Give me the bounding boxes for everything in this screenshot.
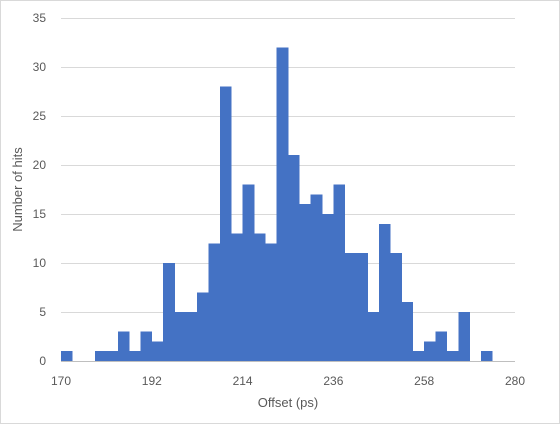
histogram-bar	[344, 253, 357, 361]
histogram-bar	[480, 351, 493, 361]
histogram-bar	[185, 312, 198, 361]
x-tick-label: 214	[233, 374, 253, 388]
histogram-bar	[458, 312, 470, 361]
x-tick-labels: 170 192 214 236 258 280	[51, 374, 525, 388]
y-tick-label: 25	[33, 109, 47, 123]
bars	[61, 47, 493, 362]
histogram-bar	[163, 263, 175, 361]
y-tick-label: 0	[39, 354, 46, 368]
histogram-bar	[117, 331, 130, 361]
histogram-bar	[401, 302, 414, 361]
histogram-bar	[242, 184, 255, 361]
histogram-bar	[174, 312, 187, 361]
histogram-bar	[265, 243, 277, 361]
x-tick-label: 192	[142, 374, 162, 388]
histogram-bar	[435, 331, 448, 361]
x-tick-label: 170	[51, 374, 71, 388]
histogram-bar	[322, 214, 334, 361]
histogram-bar	[151, 341, 164, 361]
histogram-bar	[412, 351, 425, 361]
histogram-bar	[367, 312, 380, 361]
histogram-bar	[253, 233, 266, 361]
histogram-bar	[276, 47, 289, 362]
histogram-bar	[208, 243, 221, 361]
y-tick-label: 15	[33, 207, 47, 221]
histogram-bar	[310, 194, 323, 361]
y-tick-label: 35	[33, 11, 47, 25]
histogram-bar	[197, 292, 209, 361]
histogram-bar	[424, 341, 436, 361]
y-axis-label: Number of hits	[10, 147, 25, 232]
histogram-bar	[140, 331, 153, 361]
histogram-bar	[446, 351, 459, 361]
y-tick-label: 20	[33, 158, 47, 172]
y-tick-label: 30	[33, 60, 47, 74]
y-tick-labels: 0 5 10 15 20 25 30 35	[33, 11, 47, 368]
histogram-bar	[129, 351, 141, 361]
histogram-bar	[299, 204, 311, 361]
histogram-bar	[106, 351, 119, 361]
histogram-bar	[356, 253, 368, 361]
histogram-bar	[95, 351, 107, 361]
x-tick-label: 280	[505, 374, 525, 388]
histogram-bar	[288, 155, 300, 361]
x-axis-label: Offset (ps)	[258, 395, 318, 410]
x-tick-label: 236	[323, 374, 343, 388]
histogram-bar	[333, 184, 346, 361]
histogram-bar	[390, 253, 402, 361]
y-tick-label: 5	[39, 305, 46, 319]
y-tick-label: 10	[33, 256, 47, 270]
histogram-bar	[231, 233, 243, 361]
x-tick-label: 258	[414, 374, 434, 388]
histogram-bar	[61, 351, 73, 361]
histogram-bar	[378, 223, 391, 361]
histogram-bar	[219, 86, 232, 361]
